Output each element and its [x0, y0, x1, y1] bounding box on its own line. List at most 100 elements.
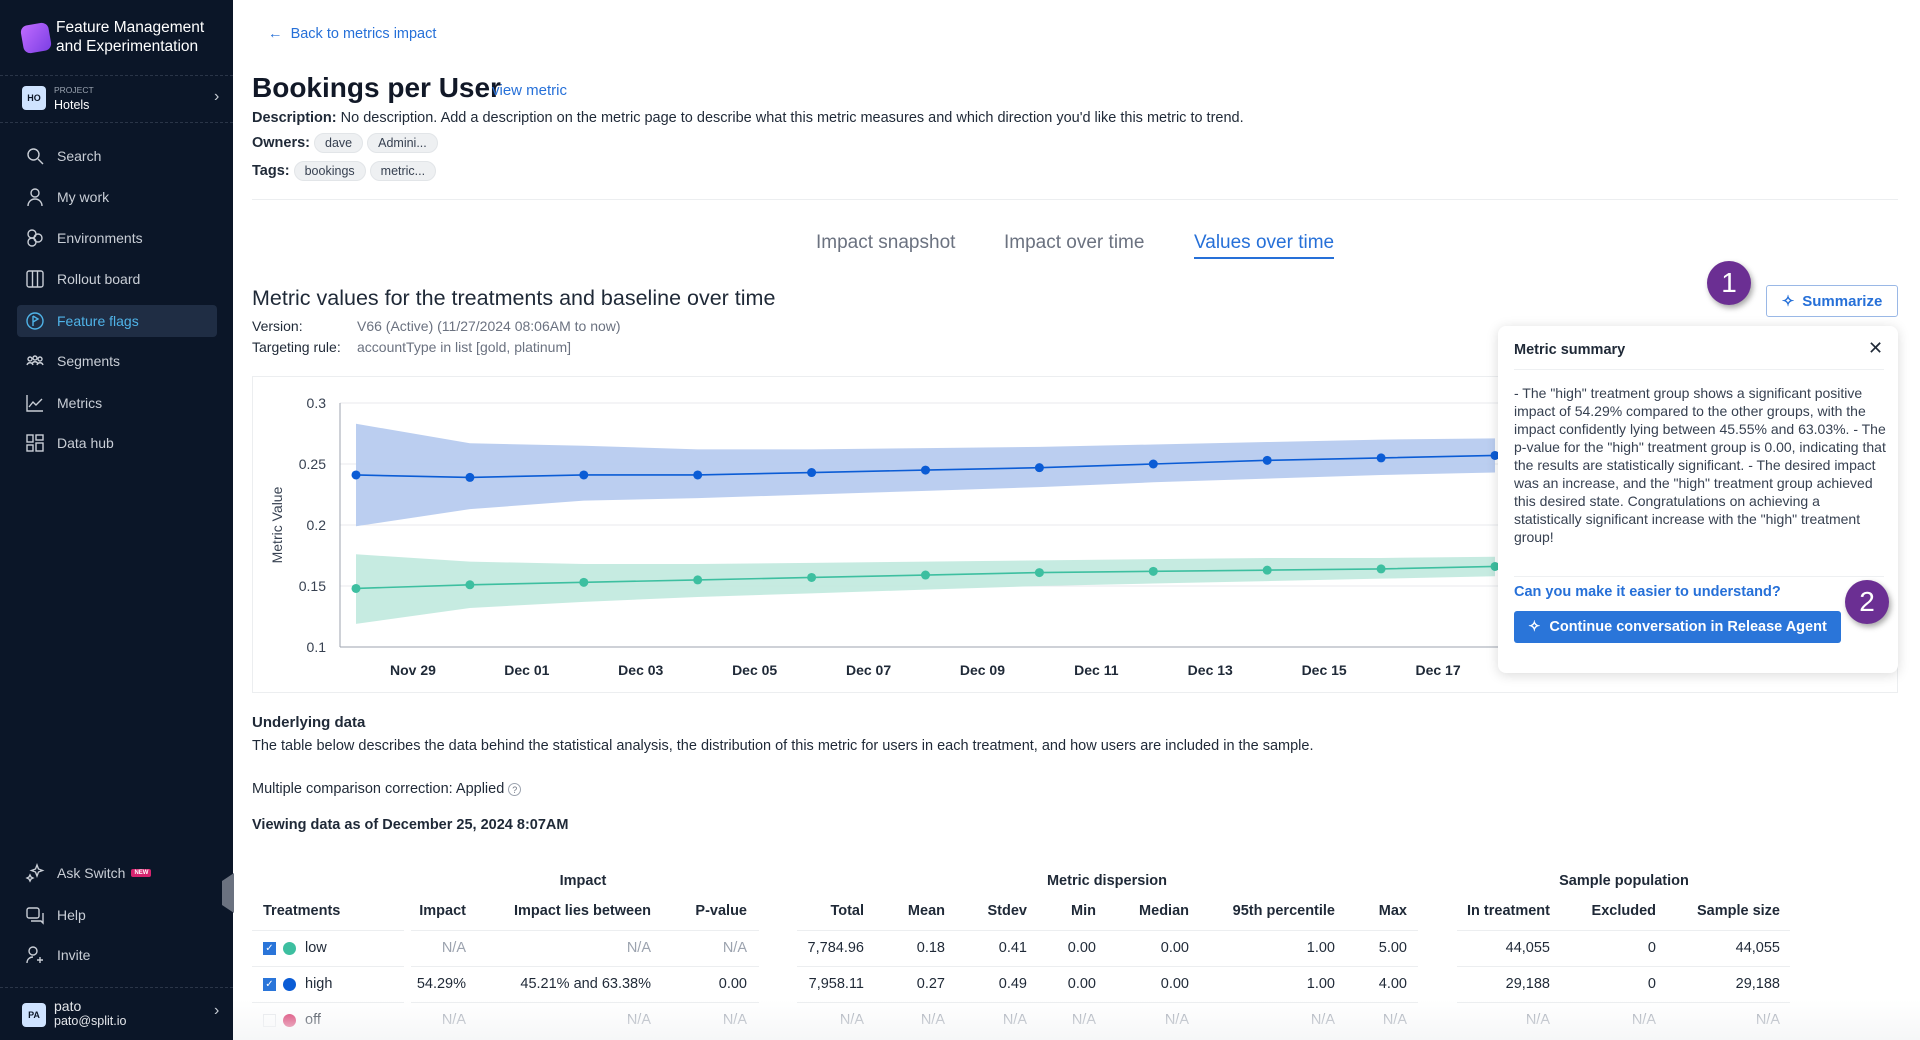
- sidebar-item-label: Data hub: [57, 435, 114, 451]
- followup-suggestion-link[interactable]: Can you make it easier to understand?: [1514, 584, 1781, 600]
- version-label: Version:: [252, 318, 303, 334]
- table-cell: N/A: [441, 940, 466, 956]
- sidebar-item-label: Feature flags: [57, 313, 139, 329]
- sidebar-item-my-work[interactable]: My work: [17, 181, 217, 213]
- sidebar-item-metrics[interactable]: Metrics: [17, 387, 217, 419]
- x-tick-label: Dec 15: [1302, 662, 1347, 678]
- table-cell: 0.00: [1067, 976, 1096, 992]
- treatment-color-dot: [283, 942, 296, 955]
- tab-impact-over-time[interactable]: Impact over time: [1004, 232, 1145, 253]
- data-point-high: [579, 470, 589, 480]
- treatment-checkbox[interactable]: ✓: [263, 978, 276, 991]
- x-tick-label: Nov 29: [390, 662, 436, 678]
- owner-chip[interactable]: dave: [314, 133, 364, 153]
- table-cell: 0.00: [1067, 940, 1096, 956]
- data-point-high: [1262, 455, 1272, 465]
- data-point-high: [465, 472, 475, 482]
- new-badge: NEW: [131, 869, 152, 877]
- summary-text: - The "high" treatment group shows a sig…: [1514, 385, 1886, 545]
- column-header: 95th percentile: [1232, 903, 1335, 919]
- row-divider: [411, 966, 759, 967]
- sidebar-item-rollout-board[interactable]: Rollout board: [17, 263, 217, 295]
- underlying-title: Underlying data: [252, 714, 366, 731]
- back-link[interactable]: ← Back to metrics impact: [268, 26, 436, 42]
- collapse-sidebar-button[interactable]: [222, 873, 234, 913]
- sidebar-item-environments[interactable]: Environments: [17, 222, 217, 254]
- sidebar-item-label: Segments: [57, 353, 121, 369]
- data-point-low: [465, 580, 475, 590]
- table-cell: 29,188: [1735, 976, 1780, 992]
- tags-label: Tags:: [252, 163, 290, 179]
- summarize-button[interactable]: ✧ Summarize: [1766, 285, 1898, 317]
- table-cell: 4.00: [1378, 976, 1407, 992]
- correction-label: Multiple comparison correction: Applied: [252, 781, 505, 797]
- column-header: Excluded: [1591, 903, 1656, 919]
- sidebar-item-data-hub[interactable]: Data hub: [17, 427, 217, 459]
- data-point-high: [351, 470, 361, 480]
- back-link-label: Back to metrics impact: [290, 26, 437, 42]
- sidebar-item-search[interactable]: Search: [17, 140, 217, 172]
- project-avatar: HO: [22, 86, 46, 110]
- column-group-header: Sample population: [1559, 873, 1689, 889]
- row-divider: [797, 930, 1418, 931]
- search-icon: [27, 148, 44, 165]
- x-tick-label: Dec 01: [504, 662, 549, 678]
- row-divider: [252, 966, 404, 967]
- table-cell: 0.41: [998, 940, 1027, 956]
- x-tick-label: Dec 03: [618, 662, 663, 678]
- board-icon: [26, 270, 44, 288]
- sidebar-item-ask-switch[interactable]: Ask Switch NEW: [17, 857, 217, 889]
- close-icon[interactable]: ✕: [1868, 338, 1884, 358]
- view-metric-link[interactable]: view metric: [492, 82, 568, 99]
- annotation-badge: 2: [1845, 580, 1889, 624]
- sparkle-icon: ✧: [1781, 293, 1795, 310]
- confidence-band-high: [356, 423, 1495, 527]
- continue-conversation-button[interactable]: ✧ Continue conversation in Release Agent: [1514, 611, 1841, 643]
- annotation-badge: 1: [1707, 261, 1751, 305]
- sidebar-item-invite[interactable]: Invite: [17, 939, 217, 971]
- data-point-high: [1034, 463, 1044, 473]
- info-icon[interactable]: ?: [508, 783, 522, 796]
- table-cell: 44,055: [1735, 940, 1780, 956]
- page-title: Bookings per User: [252, 72, 501, 103]
- data-point-high: [921, 465, 930, 475]
- column-header: Impact lies between: [514, 903, 651, 919]
- chevron-right-icon: ›: [214, 88, 220, 105]
- underlying-desc: The table below describes the data behin…: [252, 738, 1314, 754]
- chevron-right-icon: ›: [214, 1002, 220, 1019]
- project-label: PROJECT: [54, 85, 94, 95]
- table-cell: 29,188: [1505, 976, 1550, 992]
- tag-chip[interactable]: metric...: [369, 161, 437, 181]
- column-header: Total: [830, 903, 864, 919]
- data-point-high: [693, 470, 703, 480]
- y-tick-label: 0.3: [307, 395, 327, 411]
- sidebar-item-help[interactable]: Help: [17, 899, 217, 931]
- x-tick-label: Dec 17: [1415, 662, 1460, 678]
- table-cell: 0.18: [916, 940, 945, 956]
- sidebar-item-segments[interactable]: Segments: [17, 345, 217, 377]
- table-cell: 0.00: [718, 976, 747, 992]
- row-divider: [252, 930, 404, 931]
- targeting-label: Targeting rule:: [252, 339, 341, 355]
- environments-icon: [27, 229, 43, 247]
- owners-label: Owners:: [252, 135, 311, 151]
- owner-chip[interactable]: Admini...: [367, 133, 438, 153]
- sidebar-item-label: Metrics: [57, 395, 103, 411]
- tag-chip[interactable]: bookings: [293, 161, 366, 181]
- user-icon: [27, 188, 43, 207]
- column-header: Min: [1071, 903, 1096, 919]
- sidebar-item-feature-flags[interactable]: Feature flags: [17, 305, 217, 337]
- invite-icon: [26, 946, 43, 964]
- flag-icon: [26, 312, 44, 330]
- help-icon: [26, 907, 44, 925]
- y-tick-label: 0.25: [299, 456, 326, 472]
- row-divider: [1457, 966, 1790, 967]
- table-cell: 7,784.96: [807, 940, 864, 956]
- tab-impact-snapshot[interactable]: Impact snapshot: [816, 232, 956, 253]
- tags: Tags: bookings metric...: [252, 161, 437, 181]
- app-logo-icon[interactable]: [19, 21, 53, 55]
- column-header: Max: [1378, 903, 1407, 919]
- version-value: V66 (Active) (11/27/2024 08:06AM to now): [357, 318, 621, 334]
- tab-values-over-time[interactable]: Values over time: [1194, 232, 1335, 259]
- treatment-checkbox[interactable]: ✓: [263, 942, 276, 955]
